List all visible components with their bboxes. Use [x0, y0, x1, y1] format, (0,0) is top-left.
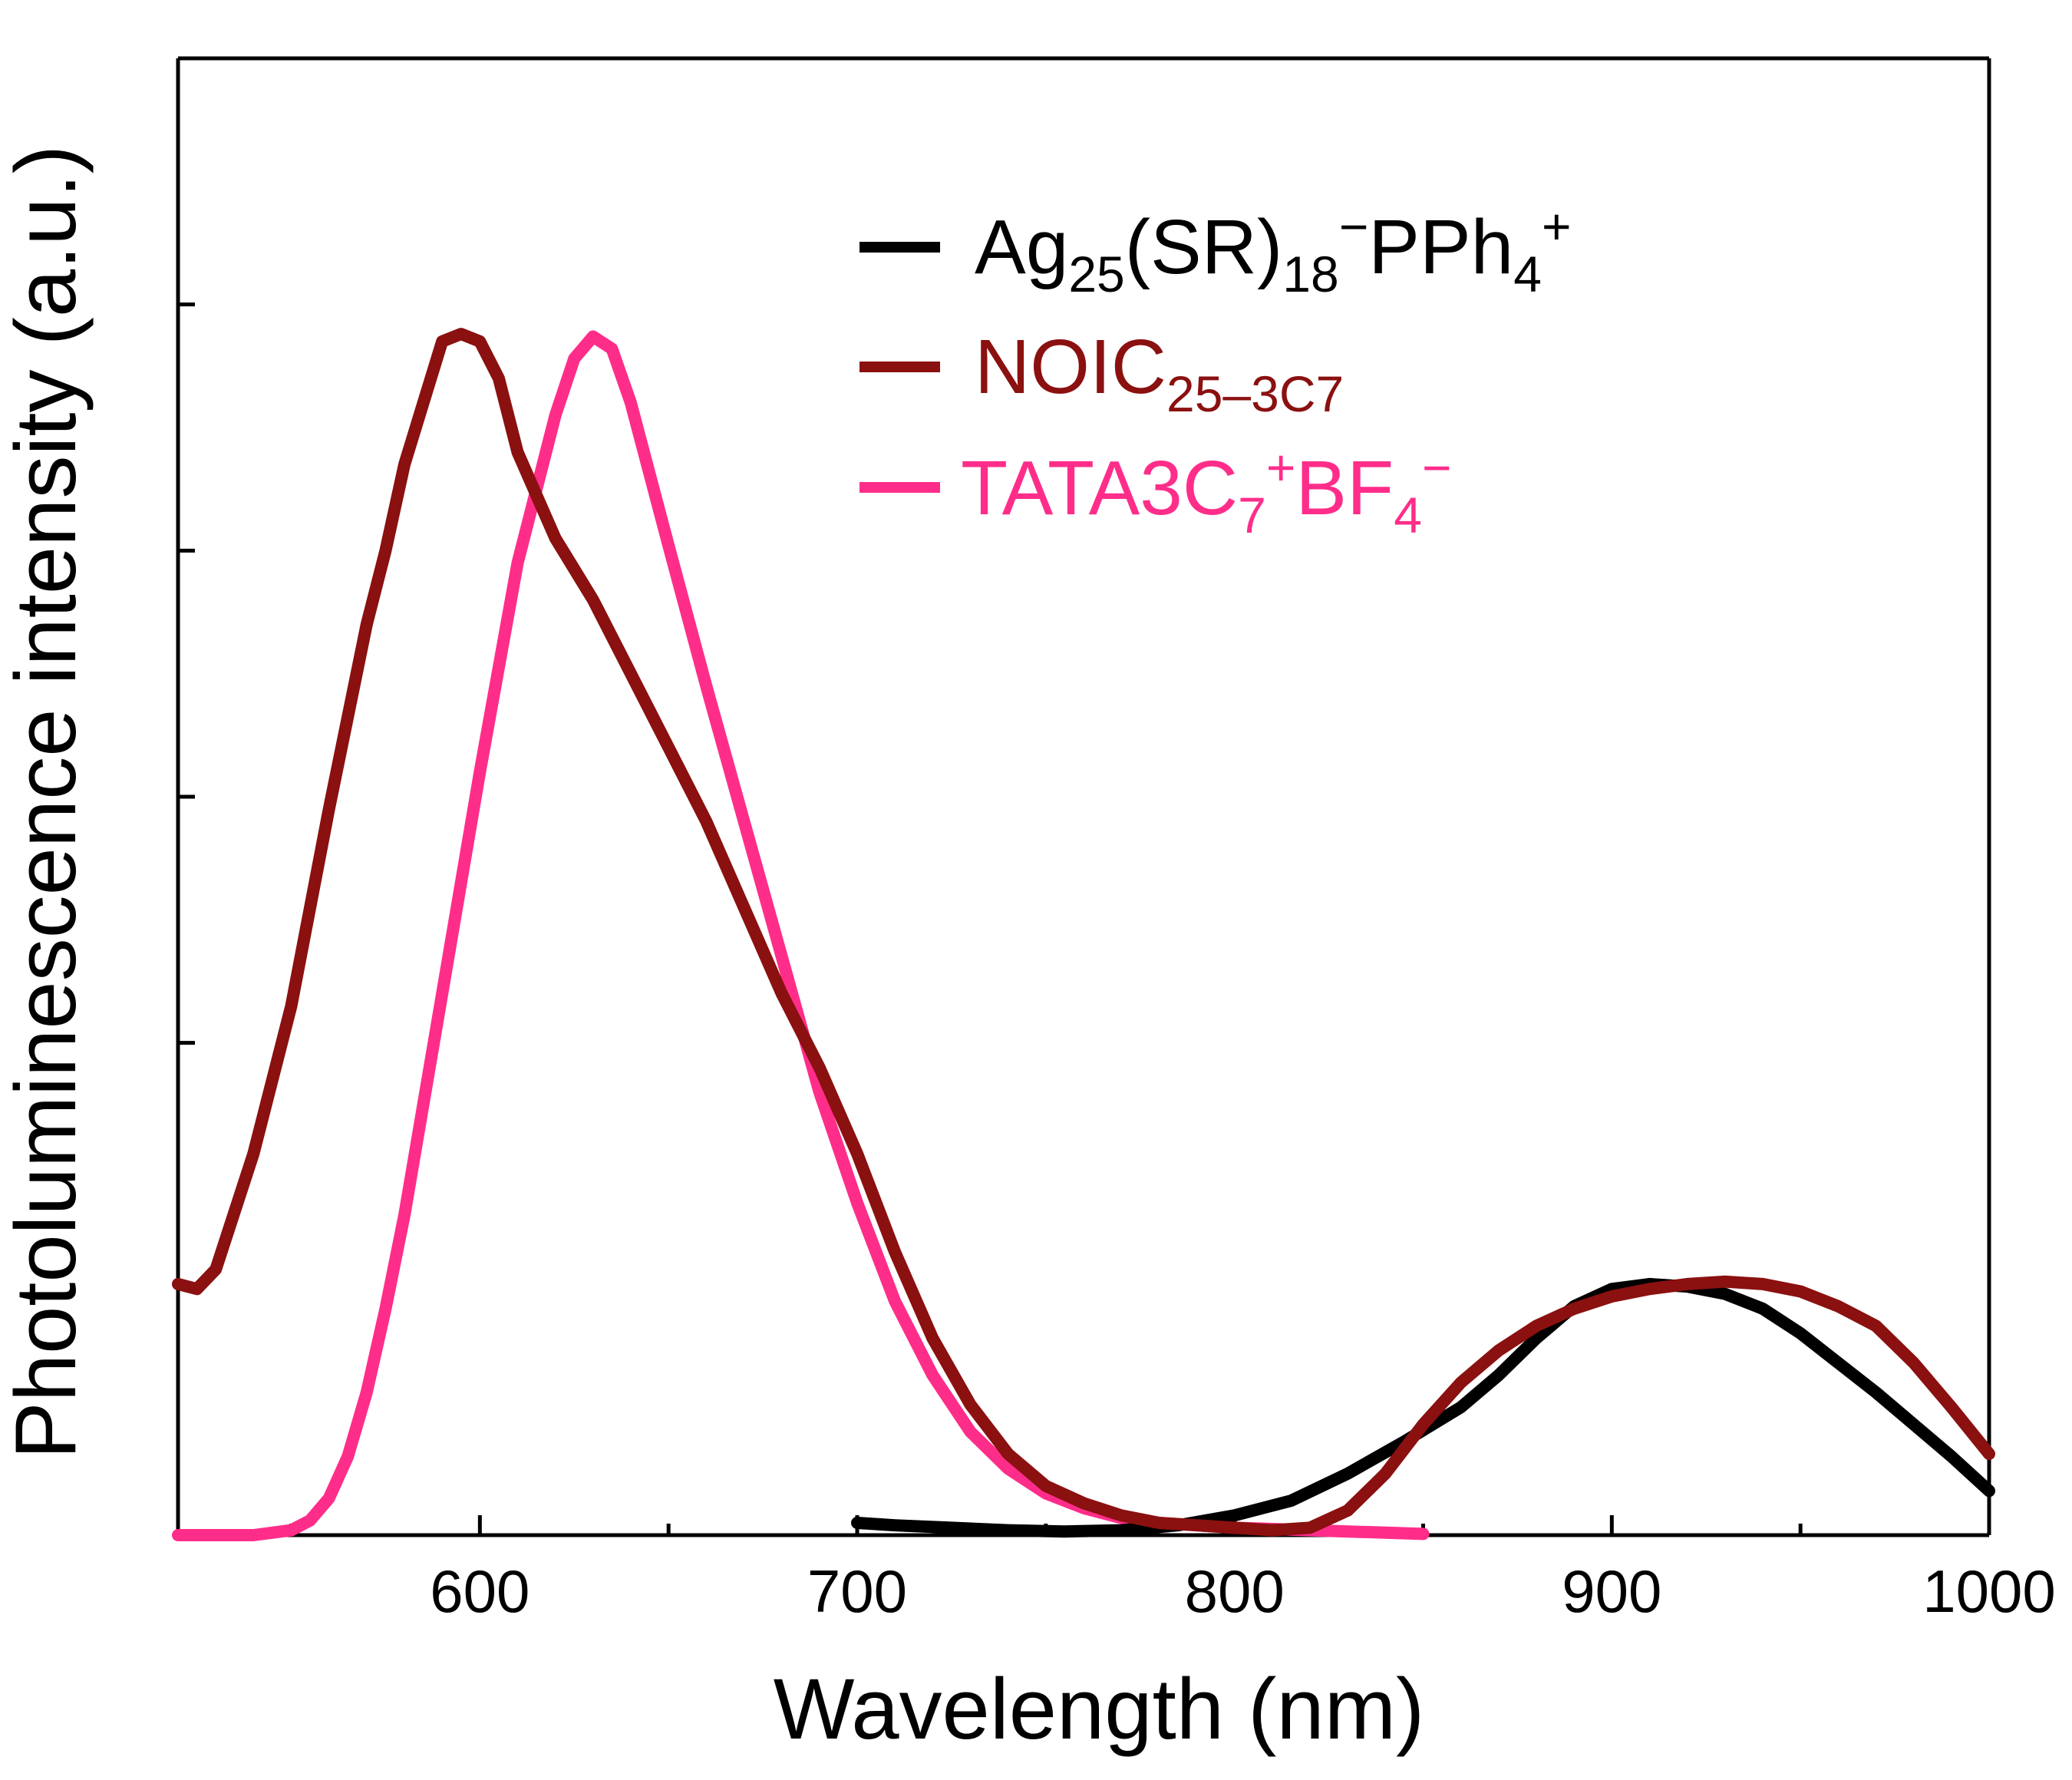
y-axis-title: Photoluminescence intensity (a.u.) — [0, 145, 94, 1459]
legend-label-ag25: Ag25(SR)18−PPh4+ — [975, 198, 1572, 302]
x-tick-label-600: 600 — [430, 1557, 530, 1625]
legend-label-noic: NOIC25–3C7 — [975, 324, 1344, 422]
legend: Ag25(SR)18−PPh4+ NOIC25–3C7 TATA3C7+BF4− — [859, 198, 1572, 543]
x-tick-label-800: 800 — [1185, 1557, 1285, 1625]
x-axis-title: Wavelength (nm) — [774, 1661, 1425, 1757]
series-line-1 — [172, 328, 1995, 1537]
legend-entry-noic: NOIC25–3C7 — [859, 324, 1344, 422]
legend-label-tata: TATA3C7+BF4− — [961, 439, 1451, 543]
x-tick-label-900: 900 — [1562, 1557, 1661, 1625]
series-layer — [172, 328, 1995, 1541]
x-tick-labels: 600 700 800 900 1000 — [430, 1557, 2056, 1625]
series-line-0 — [851, 1277, 1995, 1538]
x-tick-label-1000: 1000 — [1922, 1557, 2056, 1625]
legend-entry-ag25: Ag25(SR)18−PPh4+ — [859, 198, 1572, 302]
legend-entry-tata: TATA3C7+BF4− — [859, 439, 1451, 543]
x-tick-label-700: 700 — [807, 1557, 907, 1625]
